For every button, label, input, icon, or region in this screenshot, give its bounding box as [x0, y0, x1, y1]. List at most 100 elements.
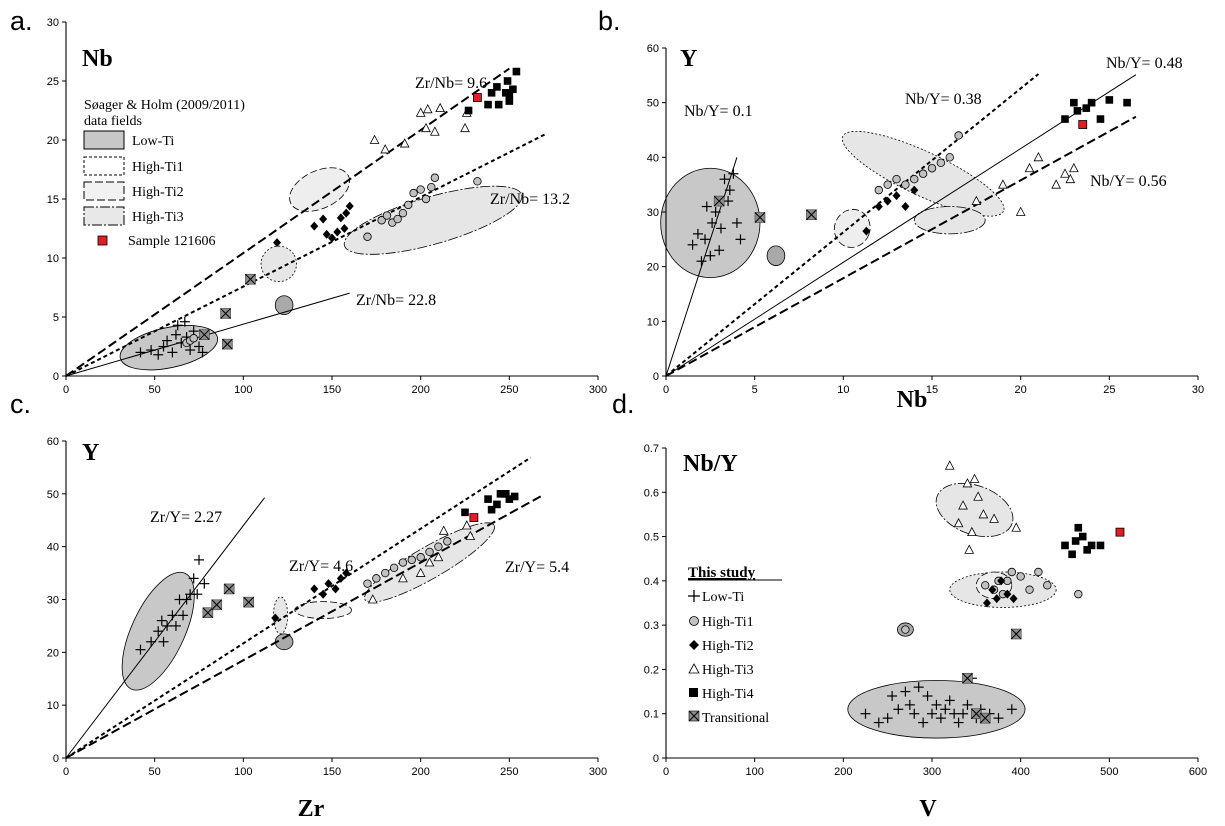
point-transitional [220, 308, 231, 319]
x-tick-label: 250 [500, 766, 518, 778]
legend-label-high-ti2: High-Ti2 [132, 185, 184, 200]
y-tick-label: 0 [53, 753, 59, 765]
point-low-ti [931, 699, 942, 710]
point-high-ti1 [1007, 567, 1016, 577]
point-high-ti4 [1083, 546, 1091, 554]
point-high-ti4 [1070, 98, 1078, 107]
x-tick-label: 0 [663, 384, 669, 396]
point-low-ti [146, 636, 157, 647]
point-low-ti [723, 196, 734, 207]
field-high-ti1 [273, 596, 289, 635]
point-high-ti4 [1061, 541, 1069, 550]
point-high-ti2 [336, 213, 345, 223]
point-high-ti4 [1073, 107, 1082, 115]
point-high-ti2 [862, 226, 871, 236]
point-high-ti4 [1123, 98, 1131, 107]
point-high-ti2 [273, 238, 282, 248]
point-high-ti3 [399, 138, 410, 148]
point-high-ti1 [363, 232, 372, 241]
point-high-ti1 [954, 131, 963, 140]
point-high-ti1 [901, 180, 910, 189]
point-high-ti4 [509, 85, 517, 94]
point-low-ti [135, 644, 146, 655]
point-high-ti2 [982, 598, 991, 608]
y-tick-label: 0.1 [644, 709, 659, 721]
y-tick-label: 30 [47, 17, 59, 29]
y-axis-label: Nb [82, 46, 113, 72]
legend-swatch-high-ti2 [83, 181, 125, 201]
y-tick-label: 10 [47, 253, 59, 265]
line-label-zr-y-4-6: Zr/Y= 4.6 [289, 558, 353, 575]
line-label-zr-nb-13-2: Zr/Nb= 13.2 [490, 191, 570, 208]
point-high-ti2 [310, 221, 319, 231]
y-tick-label: 0.4 [644, 576, 659, 588]
point-high-ti3 [1011, 522, 1022, 532]
point-high-ti3 [1033, 151, 1044, 162]
point-high-ti1 [936, 158, 946, 167]
point-low-ti [687, 239, 698, 250]
y-tick-label: 50 [47, 489, 59, 501]
legend-this-study: This study Low-Ti High-Ti1 High-Ti2 High… [688, 565, 782, 726]
point-low-ti [153, 349, 164, 360]
reference-line-nb-y-0-48 [665, 74, 1137, 377]
legend-this-study-high-ti4: High-Ti4 [702, 687, 754, 702]
point-high-ti2 [874, 202, 883, 212]
point-low-ti [170, 620, 181, 631]
line-label-zr-y-5-4: Zr/Y= 5.4 [505, 559, 569, 576]
point-high-ti2 [328, 233, 336, 243]
point-low-ti [728, 168, 739, 179]
point-high-ti4 [493, 500, 501, 509]
legend-marker-high-ti3 [688, 663, 700, 674]
legend-swatch-high-ti1 [83, 156, 125, 176]
legend-this-study-high-ti2: High-Ti2 [702, 639, 754, 654]
point-high-ti2 [342, 568, 351, 578]
legend-title-line2: data fields [84, 114, 142, 129]
point-high-ti4 [493, 83, 501, 91]
point-high-ti3 [465, 530, 476, 540]
point-low-ti [162, 335, 173, 346]
x-tick-label: 5 [752, 384, 758, 396]
point-high-ti3 [367, 594, 378, 604]
field-low-ti-small [274, 295, 294, 316]
x-tick-label: 200 [834, 766, 852, 778]
point-low-ti [918, 717, 929, 728]
point-high-ti1 [981, 581, 990, 590]
point-low-ti [724, 185, 735, 196]
point-transitional [979, 712, 991, 724]
point-low-ti [197, 347, 208, 358]
point-sample-121606 [1078, 120, 1088, 129]
x-tick-label: 500 [1100, 766, 1118, 778]
y-tick-label: 0.3 [644, 620, 659, 632]
point-high-ti3 [1060, 168, 1070, 178]
line-label-zr-nb-9-6: Zr/Nb= 9.6 [415, 75, 487, 92]
legend-label-sample: Sample 121606 [128, 234, 216, 249]
point-high-ti1 [416, 185, 425, 194]
point-high-ti1 [945, 153, 954, 162]
legend-marker-transitional [688, 710, 700, 722]
point-high-ti4 [1096, 115, 1105, 123]
point-low-ti [710, 207, 721, 217]
x-tick-label: 50 [149, 384, 161, 396]
point-high-ti3 [435, 102, 446, 113]
point-high-ti2 [271, 613, 280, 623]
point-high-ti1 [1074, 589, 1083, 599]
point-high-ti2 [322, 229, 331, 239]
point-high-ti4 [512, 67, 521, 76]
point-low-ti [172, 320, 183, 331]
x-tick-label: 0 [63, 766, 69, 778]
point-high-ti1 [443, 537, 452, 546]
y-axis-label: Y [680, 46, 697, 72]
point-high-ti1 [1025, 585, 1034, 594]
point-high-ti2 [910, 185, 919, 195]
point-low-ti [913, 682, 924, 693]
point-high-ti3 [989, 513, 999, 523]
point-transitional [223, 583, 235, 595]
point-low-ti [707, 217, 718, 228]
x-tick-label: 600 [1189, 766, 1207, 778]
point-low-ti [692, 228, 703, 239]
point-transitional [806, 209, 817, 221]
point-high-ti1 [377, 216, 386, 225]
reference-line-zr-y-2-27 [65, 497, 266, 759]
point-high-ti1 [398, 208, 408, 218]
